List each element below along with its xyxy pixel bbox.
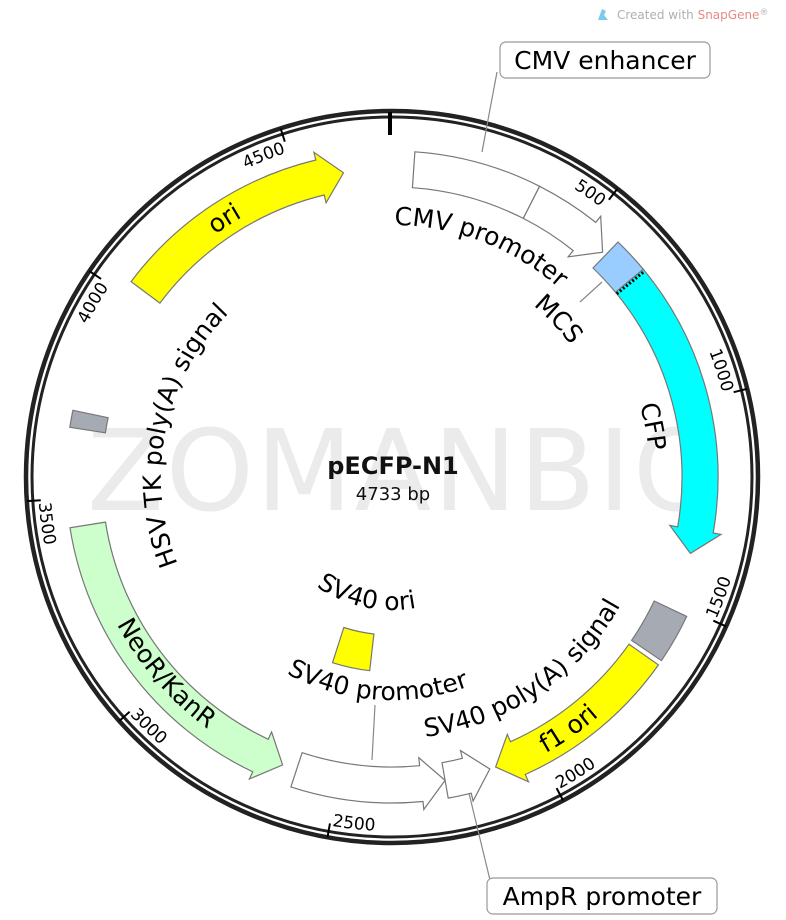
tick-label: 1000 [704,346,737,394]
label-cmv-enhancer-text: CMV enhancer [514,46,696,75]
mcs-sites-marker [615,269,646,295]
tick-mark [712,619,727,628]
feature-f1-ori[interactable] [494,643,660,783]
feature-sv40-ori[interactable] [331,626,375,672]
tick-mark [279,128,286,143]
tick-mark [326,823,331,838]
feature-cfp[interactable] [614,268,723,555]
credit-brand: SnapGene [698,8,760,22]
feature-ori[interactable] [130,150,345,304]
label-mcs[interactable]: MCS [529,288,589,349]
credit-prefix: Created with [617,8,698,22]
tick-label: 4500 [239,139,287,174]
snapgene-credit[interactable]: Created with SnapGene® [598,8,768,22]
svg-text:Created with SnapGene®: Created with SnapGene® [617,8,768,22]
tick-marks [26,128,748,838]
tick-mark [608,188,619,201]
leader-cmv-enhancer [481,71,498,153]
label-ampr-promoter[interactable]: AmpR promoter [486,877,718,915]
tick-mark [733,387,748,394]
tick-mark [118,710,131,722]
watermark: ZOMANBIO [87,407,723,537]
label-ampr-promoter-text: AmpR promoter [503,882,702,911]
label-sv40-promoter[interactable]: SV40 promoter [284,653,472,706]
snapgene-logo-icon [598,9,608,20]
plasmid-name: pECFP-N1 [327,452,459,480]
feature-neor-kanr[interactable] [69,521,284,781]
feature-sv40-promoter[interactable] [290,751,446,812]
label-sv40-ori[interactable]: SV40 ori [313,567,418,616]
features [69,150,723,812]
label-neor-kanr[interactable]: NeoR/KanR [112,613,222,734]
leader-lines [371,71,603,881]
leader-mcs [579,281,603,303]
feature-hsv-tk-polya[interactable] [69,409,109,434]
tick-mark [555,787,565,801]
feature-ampr-promoter[interactable] [441,749,491,803]
label-cmv-enhancer[interactable]: CMV enhancer [499,41,711,79]
leader-sv40-promoter [371,704,376,761]
feature-cmv-promoter[interactable] [522,185,604,258]
leader-ampr-promoter [466,784,491,881]
tick-mark [26,499,41,503]
feature-sv40-polya[interactable] [630,600,688,662]
credit-suffix: ® [759,8,768,18]
plasmid-length: 4733 bp [356,484,430,505]
tick-mark [88,270,102,280]
